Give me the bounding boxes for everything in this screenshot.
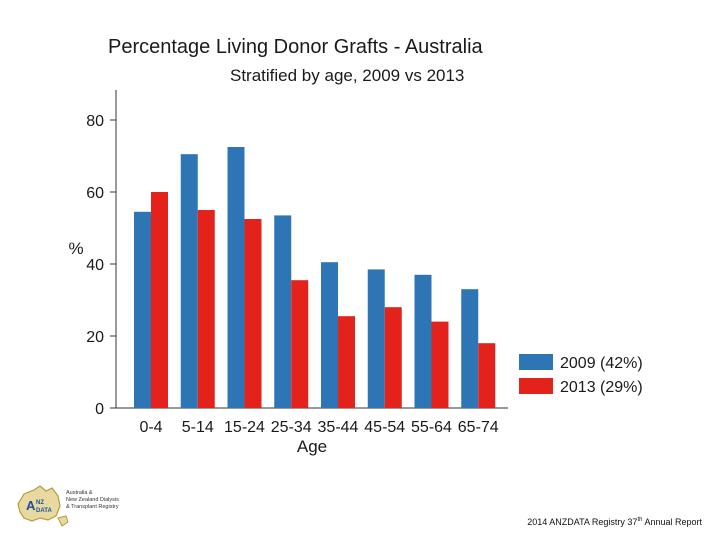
bar-2013-65-74 (478, 343, 496, 408)
anzdata-logo: A NZ DATA (17, 485, 69, 527)
y-tick-label: 60 (86, 185, 104, 202)
logo-caption-line: New Zealand Dialysis (66, 497, 119, 503)
x-tick-label: 5-14 (182, 419, 214, 436)
bar-2013-15-24 (244, 219, 262, 408)
legend-label: 2013 (29%) (560, 379, 643, 396)
bar-2013-0-4 (151, 192, 168, 408)
footer-text: 2014 ANZDATA Registry 37 (527, 517, 638, 527)
footer-text-end: Annual Report (642, 517, 702, 527)
logo-caption-line: & Transplant Registry (66, 504, 119, 510)
x-tick-label: 65-74 (458, 419, 499, 436)
chart-title: Percentage Living Donor Grafts - Austral… (108, 36, 483, 58)
bar-2009-25-34 (274, 215, 292, 408)
bar-2013-25-34 (291, 280, 309, 408)
svg-text:NZ: NZ (36, 500, 44, 506)
x-axis-label: Age (297, 437, 327, 456)
chart-subtitle: Stratified by age, 2009 vs 2013 (230, 66, 465, 85)
bar-2009-5-14 (180, 154, 198, 408)
y-tick-label: 80 (86, 113, 104, 130)
bar-2013-35-44 (338, 316, 355, 408)
x-tick-label: 55-64 (411, 419, 452, 436)
bar-2013-55-64 (431, 321, 449, 408)
y-tick-label: 0 (95, 401, 104, 418)
footer-superscript: th (637, 517, 643, 523)
y-tick-label: 20 (86, 329, 104, 346)
x-tick-label: 0-4 (139, 419, 162, 436)
bar-2009-65-74 (461, 289, 479, 408)
x-tick-label: 25-34 (271, 419, 312, 436)
x-tick-label: 15-24 (224, 419, 265, 436)
bar-2009-35-44 (321, 262, 338, 408)
y-axis-label: % (68, 239, 83, 258)
legend-label: 2009 (42%) (560, 355, 643, 372)
bar-2013-45-54 (384, 307, 402, 408)
bar-2009-0-4 (134, 211, 151, 408)
y-tick-label: 40 (86, 257, 104, 274)
bar-2009-45-54 (367, 269, 385, 408)
bar-2013-5-14 (197, 210, 215, 408)
legend-swatch (519, 354, 553, 370)
svg-text:A: A (26, 498, 36, 513)
footer-report-label: 2014 ANZDATA Registry 37th Annual Report (527, 517, 702, 527)
logo-caption-line: Australia & (66, 490, 93, 496)
legend-swatch (519, 378, 553, 394)
logo-caption: Australia & New Zealand Dialysis & Trans… (66, 490, 119, 511)
bar-2009-15-24 (227, 147, 245, 408)
svg-text:DATA: DATA (36, 508, 52, 514)
x-tick-label: 35-44 (318, 419, 359, 436)
bar-2009-55-64 (414, 274, 432, 408)
x-tick-label: 45-54 (364, 419, 405, 436)
